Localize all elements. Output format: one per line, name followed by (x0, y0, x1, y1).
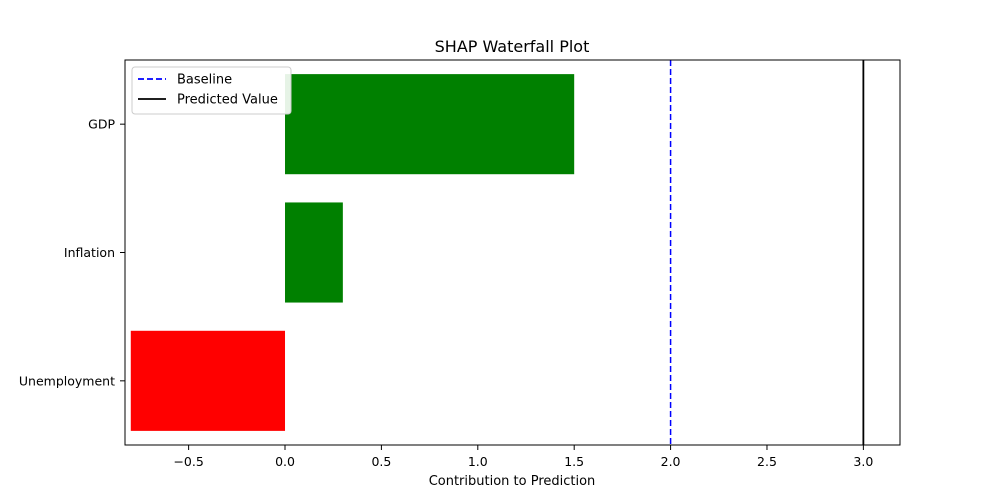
x-axis: −0.5 0.0 0.5 1.0 1.5 2.0 2.5 3.0 (173, 445, 873, 469)
x-tick-label: 0.0 (275, 454, 295, 469)
x-tick-label: 2.5 (757, 454, 777, 469)
bars-group (130, 74, 575, 431)
legend-label: Baseline (177, 73, 232, 88)
x-tick-label: 3.0 (853, 454, 873, 469)
legend: Baseline Predicted Value (131, 66, 292, 115)
bar-gdp (285, 74, 575, 175)
bar-unemployment (130, 330, 286, 431)
reference-lines (669, 60, 865, 445)
y-tick-label-unemployment: Unemployment (19, 373, 115, 388)
y-tick-label-gdp: GDP (88, 117, 115, 132)
bar-inflation (285, 202, 343, 303)
y-axis: GDP Inflation Unemployment (19, 117, 125, 388)
y-tick-label-inflation: Inflation (64, 245, 115, 260)
x-tick-label: −0.5 (173, 454, 203, 469)
legend-label: Predicted Value (177, 93, 278, 108)
chart-title: SHAP Waterfall Plot (435, 37, 590, 56)
x-tick-label: 1.0 (468, 454, 488, 469)
x-tick-label: 2.0 (661, 454, 681, 469)
x-tick-label: 1.5 (564, 454, 584, 469)
legend-box (131, 66, 292, 115)
x-axis-label: Contribution to Prediction (429, 474, 596, 489)
x-tick-label: 0.5 (371, 454, 391, 469)
